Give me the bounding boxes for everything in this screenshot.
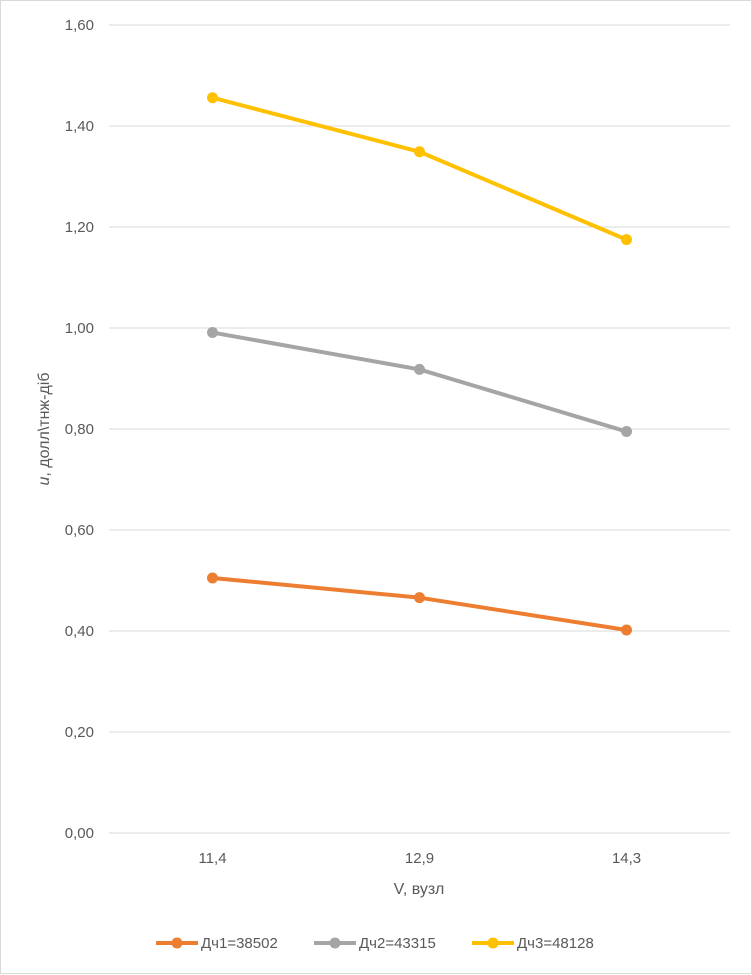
legend-swatch-marker xyxy=(329,937,341,949)
y-tick-label: 0,80 xyxy=(65,421,94,438)
data-point xyxy=(207,92,218,104)
series-3 xyxy=(207,92,632,246)
data-point xyxy=(207,327,218,339)
gridlines xyxy=(109,24,730,834)
x-tick-label: 12,9 xyxy=(405,850,434,867)
series-line xyxy=(210,575,629,632)
y-tick-label: 0,20 xyxy=(65,724,94,741)
y-axis-title: u, долл\тнж-діб xyxy=(36,372,53,485)
y-tick-label: 1,60 xyxy=(65,17,94,34)
data-point xyxy=(414,146,425,158)
series-2 xyxy=(207,327,632,438)
x-axis-title: V, вузл xyxy=(394,881,445,898)
data-point xyxy=(621,624,632,636)
y-tick-label: 0,00 xyxy=(65,825,94,842)
data-point xyxy=(621,426,632,438)
data-point xyxy=(414,592,425,604)
legend-label: Дч1=38502 xyxy=(201,935,278,952)
legend-swatch-marker xyxy=(171,937,183,949)
series-lines xyxy=(207,92,632,636)
y-tick-label: 1,20 xyxy=(65,219,94,236)
legend-label: Дч3=48128 xyxy=(517,935,594,952)
y-axis-tick-labels: 0,00 0,20 0,40 0,60 0,80 1,00 1,20 1,40 1,60 xyxy=(65,17,94,842)
legend-label: Дч2=43315 xyxy=(359,935,436,952)
x-axis-tick-labels: 11,4 12,9 14,3 xyxy=(198,850,641,867)
data-point xyxy=(414,363,425,375)
y-axis-title-unit: , долл\тнж-діб xyxy=(36,372,53,476)
y-axis-title-symbol: u xyxy=(36,477,53,486)
data-point xyxy=(207,572,218,584)
y-tick-label: 1,40 xyxy=(65,118,94,135)
legend-item-1: Дч1=38502 xyxy=(156,935,278,952)
series-1 xyxy=(207,572,632,636)
x-tick-label: 11,4 xyxy=(198,850,226,867)
data-point xyxy=(621,234,632,246)
legend-item-2: Дч2=43315 xyxy=(314,935,436,952)
y-tick-label: 0,40 xyxy=(65,623,94,640)
series-line xyxy=(210,95,629,242)
y-tick-label: 0,60 xyxy=(65,522,94,539)
legend-item-3: Дч3=48128 xyxy=(472,935,594,952)
y-tick-label: 1,00 xyxy=(65,320,94,337)
x-tick-label: 14,3 xyxy=(612,850,641,867)
legend-swatch-marker xyxy=(487,937,499,949)
legend: Дч1=38502 Дч2=43315 Дч3=48128 xyxy=(156,935,594,952)
series-line xyxy=(210,330,629,434)
